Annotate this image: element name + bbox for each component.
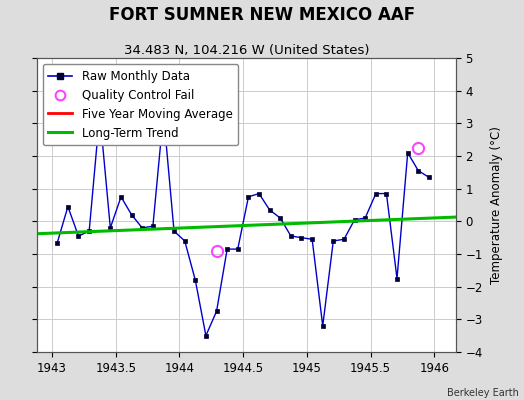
Legend: Raw Monthly Data, Quality Control Fail, Five Year Moving Average, Long-Term Tren: Raw Monthly Data, Quality Control Fail, …: [42, 64, 238, 146]
Text: FORT SUMNER NEW MEXICO AAF: FORT SUMNER NEW MEXICO AAF: [109, 6, 415, 24]
Title: 34.483 N, 104.216 W (United States): 34.483 N, 104.216 W (United States): [124, 44, 369, 57]
Y-axis label: Temperature Anomaly (°C): Temperature Anomaly (°C): [490, 126, 503, 284]
Text: Berkeley Earth: Berkeley Earth: [447, 388, 519, 398]
